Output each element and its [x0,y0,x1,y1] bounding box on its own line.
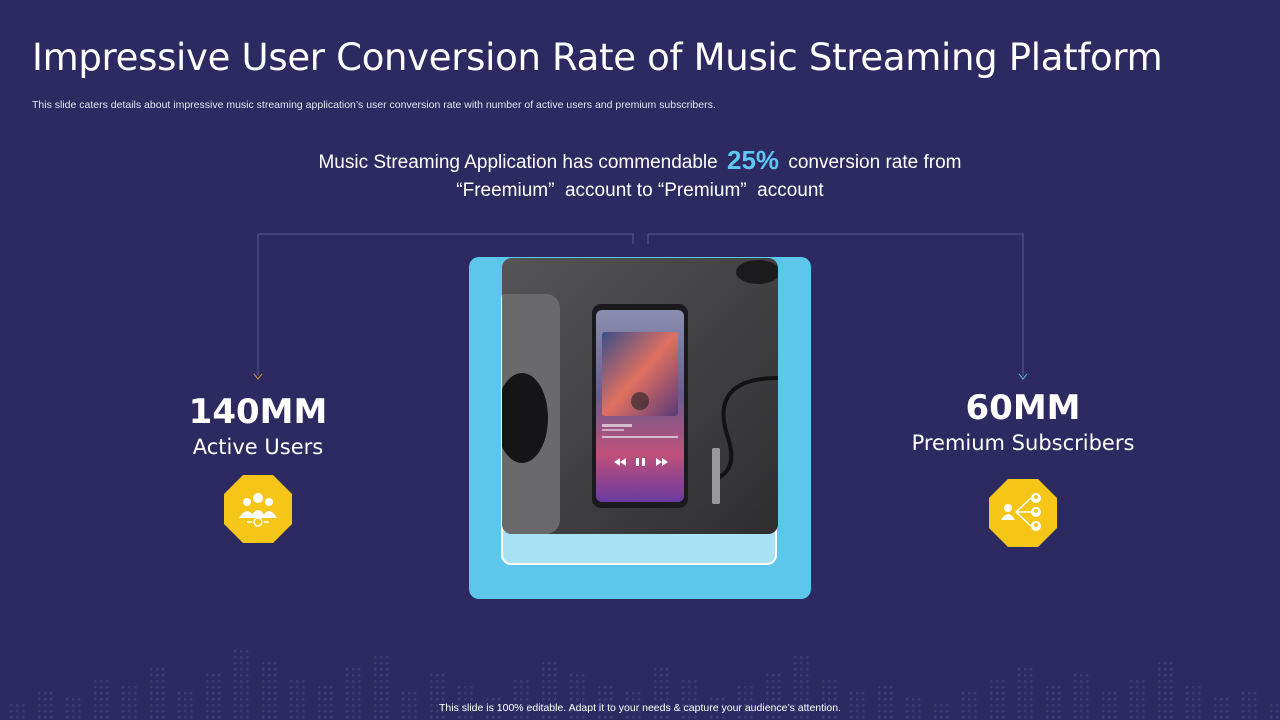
conversion-headline: Music Streaming Application has commenda… [0,146,1280,205]
page-title: Impressive User Conversion Rate of Music… [32,36,1163,79]
active-users-label: Active Users [192,435,324,459]
active-users-value: 140MM [188,392,328,432]
subscribers-network-icon [989,479,1057,547]
premium-subscribers-value: 60MM [965,388,1081,428]
headline-line-2: “Freemium” account to “Premium” account [456,180,824,201]
equalizer-dots-decoration [10,650,1279,719]
right-connector-arrow [1018,373,1028,380]
left-connector-line [257,233,634,376]
headline-text-start: Music Streaming Application has commenda… [318,152,718,173]
right-connector-line [647,233,1024,376]
left-connector-arrow [253,373,263,380]
premium-subscribers-label: Premium Subscribers [911,431,1135,455]
users-group-icon [224,475,292,543]
phone-music-player-photo [502,258,778,534]
photo-illustration [502,258,778,534]
conversion-percent: 25% [726,145,780,175]
footer-note: This slide is 100% editable. Adapt it to… [439,702,841,714]
headline-text-end: conversion rate from [788,152,962,173]
page-subtitle: This slide caters details about impressi… [32,99,716,111]
